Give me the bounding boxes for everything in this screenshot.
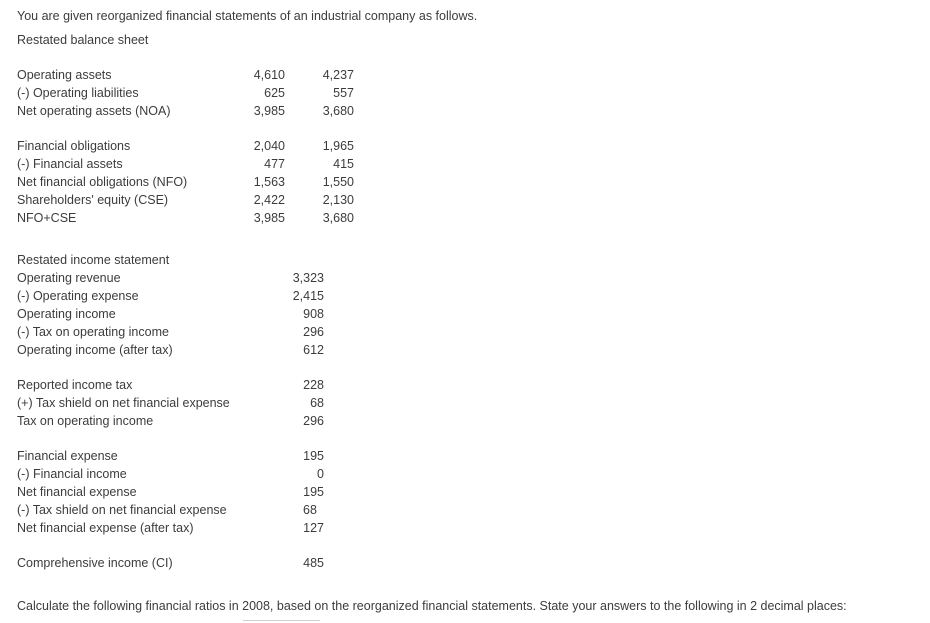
row-label: Net financial expense	[17, 485, 137, 499]
row-label: Reported income tax	[17, 378, 133, 392]
row-label: (-) Financial income	[17, 467, 127, 481]
row-label: Net financial obligations (NFO)	[17, 175, 188, 189]
row-label: NFO+CSE	[17, 211, 77, 225]
balance-sheet-title: Restated balance sheet	[17, 33, 149, 47]
intro-text: You are given reorganized financial stat…	[17, 9, 478, 23]
row-label: Operating assets	[17, 68, 112, 82]
row-value: 228	[303, 378, 324, 392]
row-label: Shareholders' equity (CSE)	[17, 193, 169, 207]
row-value-col2: 4,237	[322, 68, 354, 82]
row-label: Net financial expense (after tax)	[17, 521, 194, 535]
row-label: Financial expense	[17, 449, 118, 463]
row-value: 612	[303, 343, 324, 357]
row-value-col1: 3,985	[253, 211, 285, 225]
row-value: 908	[303, 307, 324, 321]
row-value-col2: 415	[333, 157, 354, 171]
row-value: 296	[303, 414, 324, 428]
row-value: 0	[317, 467, 324, 481]
row-value-col1: 2,040	[253, 139, 285, 153]
row-value-col2: 3,680	[322, 211, 354, 225]
row-value-col1: 2,422	[253, 193, 285, 207]
row-value-col1: 1,563	[253, 175, 285, 189]
row-label: (-) Tax shield on net financial expense	[17, 503, 227, 517]
row-value-col2: 2,130	[322, 193, 354, 207]
row-label: Operating income	[17, 307, 116, 321]
row-label: (-) Operating expense	[17, 289, 139, 303]
row-value-col1: 4,610	[253, 68, 285, 82]
row-value-col2: 1,550	[322, 175, 354, 189]
row-value: 485	[303, 556, 324, 570]
row-value: 2,415	[292, 289, 324, 303]
row-value-col2: 1,965	[322, 139, 354, 153]
row-value: 195	[303, 449, 324, 463]
row-label: Net operating assets (NOA)	[17, 104, 171, 118]
row-label: Operating income (after tax)	[17, 343, 173, 357]
row-value: 127	[303, 521, 324, 535]
row-value-col2: 557	[333, 86, 354, 100]
row-value: 195	[303, 485, 324, 499]
row-label: Comprehensive income (CI)	[17, 556, 173, 570]
answer-input-edge[interactable]	[243, 620, 320, 621]
row-value-col1: 3,985	[253, 104, 285, 118]
row-label: (-) Tax on operating income	[17, 325, 169, 339]
row-value: 68	[303, 503, 317, 517]
row-value-col1: 625	[264, 86, 285, 100]
row-label: (+) Tax shield on net financial expense	[17, 396, 230, 410]
row-value: 296	[303, 325, 324, 339]
row-label: Financial obligations	[17, 139, 131, 153]
row-label: (-) Financial assets	[17, 157, 123, 171]
row-label: (-) Operating liabilities	[17, 86, 139, 100]
row-label: Tax on operating income	[17, 414, 154, 428]
row-label: Operating revenue	[17, 271, 121, 285]
income-statement-title: Restated income statement	[17, 253, 170, 267]
question-text: Calculate the following financial ratios…	[17, 599, 847, 613]
row-value-col1: 477	[264, 157, 285, 171]
row-value-col2: 3,680	[322, 104, 354, 118]
row-value: 3,323	[292, 271, 324, 285]
row-value: 68	[310, 396, 324, 410]
